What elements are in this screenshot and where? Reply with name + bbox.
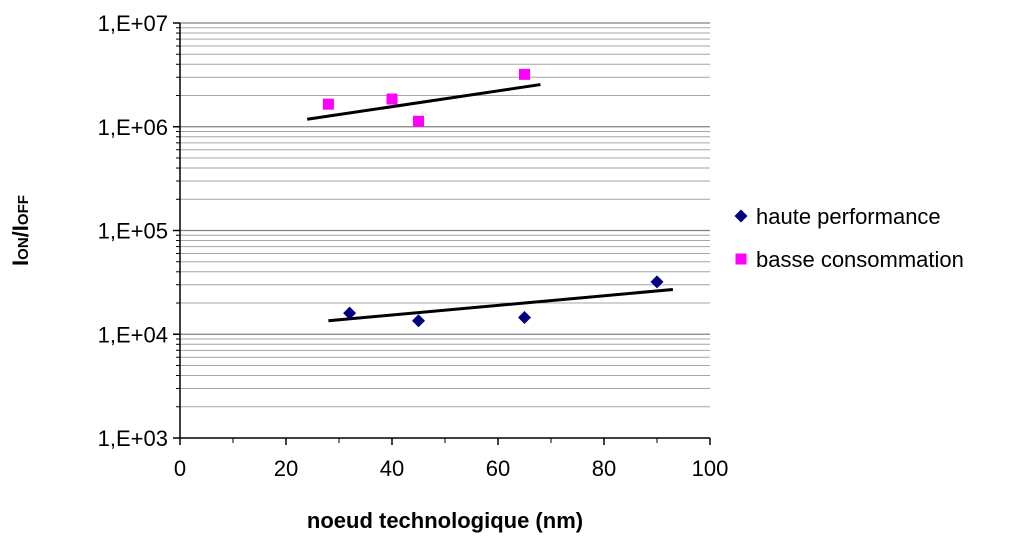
legend-marker-diamond: [734, 209, 748, 223]
trendline: [328, 288, 674, 323]
x-tick-label: 80: [592, 456, 616, 481]
x-tick-label: 20: [274, 456, 298, 481]
x-tick-label: 60: [486, 456, 510, 481]
diamond-point: [518, 311, 531, 325]
legend-item-haute-performance: haute performance: [734, 204, 941, 229]
y-axis-title-subscript: ON: [15, 237, 32, 260]
square-point: [322, 98, 334, 110]
square-point: [519, 68, 530, 80]
axis-ticks: 1,E+03 1,E+04 1,E+05 1,E+06 1,E+07 0 20 40 60 80 1…: [98, 11, 729, 481]
square-point: [386, 93, 398, 105]
x-tick-label: 0: [174, 456, 186, 481]
y-tick-label: 1,E+05: [98, 219, 168, 244]
y-tick-label: 1,E+06: [98, 115, 168, 140]
x-tick-label: 100: [692, 456, 729, 481]
y-axis-title-subscript: OFF: [15, 195, 32, 225]
y-tick-label: 1,E+07: [98, 11, 168, 36]
y-axis-title-part: /: [8, 231, 33, 237]
legend-marker-square: [735, 253, 747, 265]
y-axis-title-part: I: [8, 225, 33, 231]
data-points: [322, 68, 664, 328]
y-tick-label: 1,E+03: [98, 426, 168, 451]
trendline: [306, 83, 541, 121]
y-axis-title: ION/IOFF: [8, 195, 33, 266]
x-tick-label: 40: [380, 456, 404, 481]
diamond-point: [650, 275, 664, 289]
legend-label: haute performance: [756, 204, 941, 229]
square-point: [413, 115, 424, 127]
legend: haute performance basse consommation: [734, 204, 964, 272]
x-axis-title: noeud technologique (nm): [307, 508, 583, 533]
diamond-point: [343, 306, 357, 320]
trendlines: [306, 83, 674, 323]
legend-label: basse consommation: [756, 247, 964, 272]
legend-item-basse-consommation: basse consommation: [735, 247, 964, 272]
grid-lines: [180, 22, 710, 408]
y-tick-label: 1,E+04: [98, 322, 168, 347]
diamond-point: [412, 314, 425, 328]
y-axis-title-part: I: [8, 260, 33, 266]
